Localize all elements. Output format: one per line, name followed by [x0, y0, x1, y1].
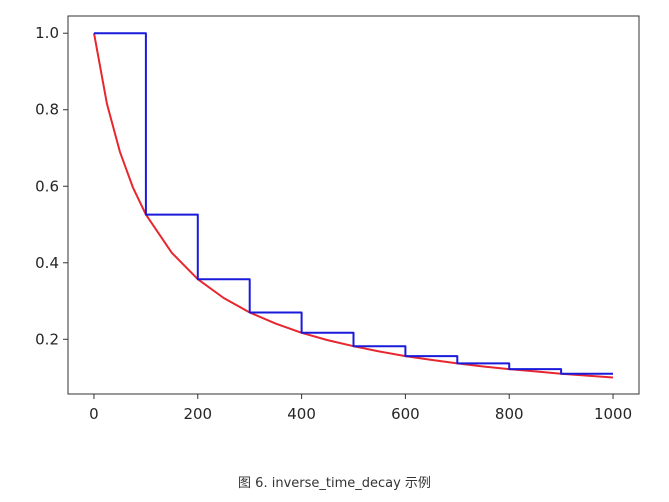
- plot-area-frame: [67, 15, 640, 395]
- figure-caption: 图 6. inverse_time_decay 示例: [238, 476, 431, 491]
- x-tick-label: 0: [89, 405, 99, 423]
- x-tick-label: 800: [495, 405, 524, 423]
- y-tick-label: 0.2: [35, 330, 59, 348]
- x-tick-label: 1000: [594, 405, 632, 423]
- x-tick-label: 600: [391, 405, 420, 423]
- x-axis: 0 200 400 600 800 1000: [89, 394, 632, 423]
- y-tick-label: 0.4: [35, 254, 59, 272]
- y-tick-label: 0.8: [35, 101, 59, 119]
- x-tick-label: 200: [183, 405, 212, 423]
- series-layer: [93, 32, 614, 379]
- chart: 0 200 400 600 800 1000 0.2 0.4 0.6 0.8 1.0: [35, 15, 640, 423]
- y-tick-label: 1.0: [35, 24, 59, 42]
- x-tick-label: 400: [287, 405, 316, 423]
- y-axis: 0.2 0.4 0.6 0.8 1.0: [35, 24, 68, 348]
- y-tick-label: 0.6: [35, 177, 59, 195]
- staircase-decay-line: [94, 32, 613, 375]
